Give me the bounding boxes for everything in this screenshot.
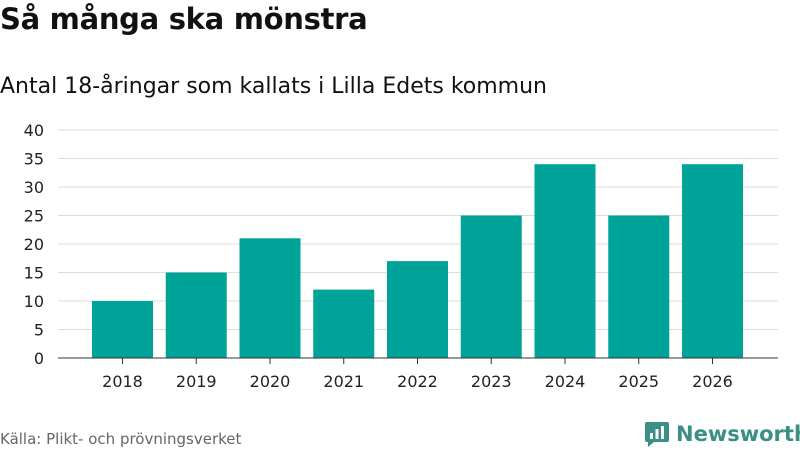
bar-2021: [313, 289, 375, 358]
y-tick-label: 40: [24, 121, 44, 140]
bar-2018: [92, 301, 153, 358]
y-tick-label: 30: [24, 178, 44, 197]
x-tick-label: 2025: [618, 372, 659, 391]
bar-2026: [682, 164, 743, 358]
bar-2022: [387, 261, 448, 358]
y-tick-label: 25: [24, 207, 44, 226]
chart-subtitle: Antal 18-åringar som kallats i Lilla Ede…: [0, 74, 547, 99]
x-tick-label: 2023: [471, 372, 512, 391]
y-tick-label: 20: [24, 235, 44, 254]
bar-2020: [239, 238, 301, 358]
chart-title: Så många ska mönstra: [0, 2, 368, 36]
x-tick-label: 2019: [176, 372, 217, 391]
x-tick-label: 2021: [323, 372, 364, 391]
newsworthy-logo: Newsworthy: [644, 420, 800, 448]
y-axis-ticks: 0 5 10 15 20 25 30 35 40: [24, 121, 44, 368]
bar-2023: [460, 215, 522, 358]
bars: [92, 164, 743, 358]
bar-2024: [534, 164, 596, 358]
y-tick-label: 10: [24, 292, 44, 311]
y-tick-label: 5: [34, 321, 44, 340]
source-note: Källa: Plikt- och prövningsverket: [0, 430, 242, 448]
newsworthy-logo-icon: [645, 422, 669, 447]
y-tick-label: 35: [24, 150, 44, 169]
x-tick-label: 2022: [397, 372, 438, 391]
bar-2025: [608, 215, 670, 358]
x-tick-label: 2024: [545, 372, 586, 391]
x-tick-label: 2018: [102, 372, 143, 391]
newsworthy-logo-text: Newsworthy: [676, 422, 800, 446]
x-tick-label: 2026: [692, 372, 733, 391]
x-tick-label: 2020: [250, 372, 291, 391]
y-tick-label: 15: [24, 264, 44, 283]
y-tick-label: 0: [34, 349, 44, 368]
bar-2019: [165, 272, 227, 358]
x-axis-ticks: 2018 2019 2020 2021 2022 2023 2024 2025 2026: [102, 358, 733, 391]
